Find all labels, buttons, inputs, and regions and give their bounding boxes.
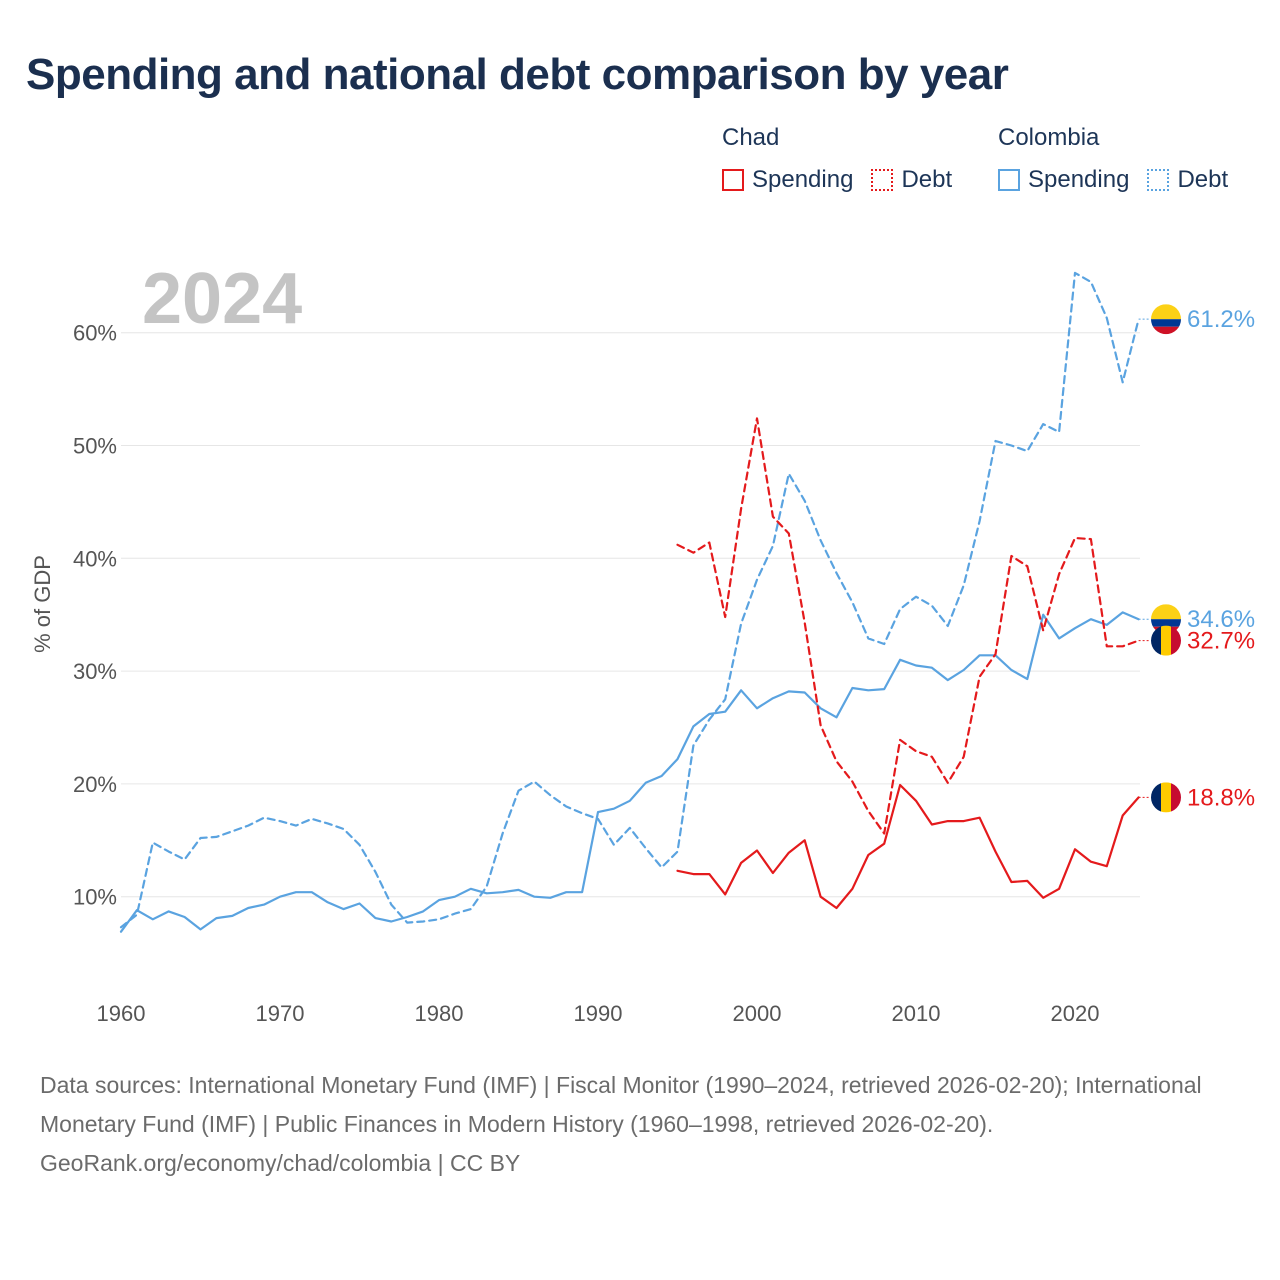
chart-footer: Data sources: International Monetary Fun…: [40, 1066, 1240, 1183]
x-tick-label: 1970: [256, 1001, 305, 1026]
grid-lines: [121, 332, 1140, 898]
x-axis: 1960 1970 1980 1990 2000 2010 2020: [97, 1001, 1100, 1026]
y-tick-label: 30%: [73, 659, 117, 684]
y-tick-label: 60%: [73, 321, 117, 346]
end-value-label: 18.8%: [1187, 784, 1255, 811]
y-tick-label: 50%: [73, 434, 117, 459]
data-sources: Data sources: International Monetary Fun…: [40, 1072, 1202, 1137]
end-value-label: 32.7%: [1187, 628, 1255, 655]
x-tick-label: 1990: [574, 1001, 623, 1026]
end-markers: [1151, 304, 1181, 813]
y-axis: 10% 20% 30% 40% 50% 60%: [73, 321, 117, 910]
dotted-line-swatch-icon: [871, 169, 894, 191]
legend-colombia: Colombia Spending Debt: [998, 124, 1246, 194]
solid-line-swatch-icon: [998, 169, 1020, 191]
credit-link[interactable]: GeoRank.org/economy/chad/colombia | CC B…: [40, 1150, 521, 1176]
legend-country-chad: Chad: [722, 124, 780, 151]
legend-chad: Chad Spending Debt: [722, 124, 970, 194]
legend-chad-spending[interactable]: Spending: [722, 166, 853, 194]
legend-colombia-debt[interactable]: Debt: [1147, 166, 1228, 194]
end-value-label: 34.6%: [1187, 606, 1255, 633]
end-labels: 61.2% 34.6%32.7% 18.8%: [1187, 306, 1255, 811]
end-value-label: 61.2%: [1187, 306, 1255, 333]
legend-chad-spending-label: Spending: [752, 166, 854, 193]
series-line-colombia-spending[interactable]: [119, 611, 1140, 933]
series-line-chad-debt[interactable]: [676, 417, 1140, 835]
chad-flag-icon: [1151, 782, 1181, 813]
colombia-flag-icon: [1151, 304, 1181, 335]
chad-flag-icon: [1151, 625, 1181, 656]
x-tick-label: 2020: [1051, 1001, 1100, 1026]
year-watermark: 2024: [142, 259, 302, 339]
chart-title: Spending and national debt comparison by…: [26, 50, 1009, 99]
y-axis-label: % of GDP: [30, 555, 55, 653]
x-tick-label: 1980: [415, 1001, 464, 1026]
y-tick-label: 40%: [73, 546, 117, 571]
x-tick-label: 1960: [97, 1001, 146, 1026]
dotted-line-swatch-icon: [1147, 169, 1170, 191]
legend-colombia-debt-label: Debt: [1177, 166, 1229, 193]
x-tick-label: 2000: [733, 1001, 782, 1026]
y-tick-label: 20%: [73, 772, 117, 797]
legend-chad-debt[interactable]: Debt: [871, 166, 952, 194]
legend-chad-debt-label: Debt: [901, 166, 953, 193]
series-lines: [119, 271, 1149, 933]
series-line-chad-spending[interactable]: [676, 783, 1140, 910]
legend-colombia-spending-label: Spending: [1028, 166, 1130, 193]
series-line-colombia-debt[interactable]: [119, 271, 1140, 929]
legend-country-colombia: Colombia: [998, 124, 1100, 151]
solid-line-swatch-icon: [722, 169, 744, 191]
x-tick-label: 2010: [892, 1001, 941, 1026]
y-tick-label: 10%: [73, 885, 117, 910]
legend-colombia-spending[interactable]: Spending: [998, 166, 1129, 194]
line-chart: 2024 10% 20% 30% 40% 50% 60% 1960 1970 1980 1990…: [30, 259, 1255, 1026]
